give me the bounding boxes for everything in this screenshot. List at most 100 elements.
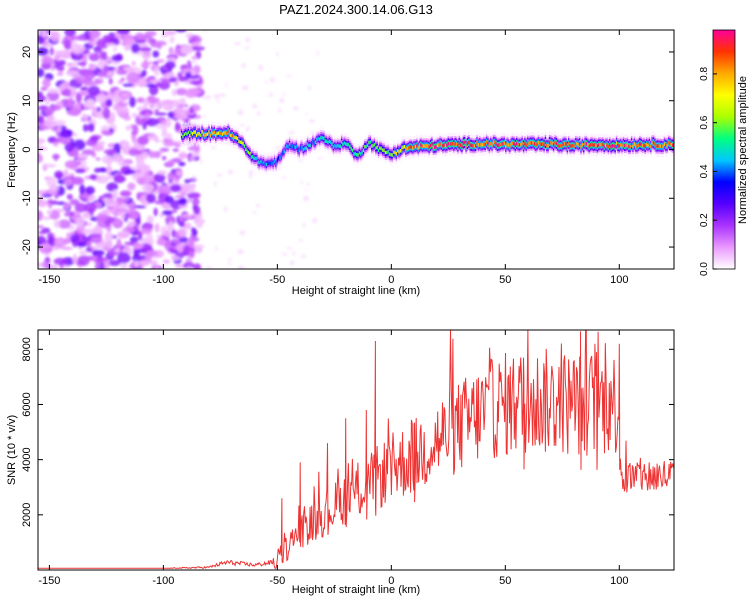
noise-speckle <box>132 242 144 250</box>
ridge-cell <box>587 143 589 147</box>
ridge-cell <box>183 132 186 137</box>
noise-speckle <box>155 81 162 87</box>
ridge-cell <box>513 142 515 146</box>
x-tick-label: 100 <box>610 274 628 286</box>
noise-speckle <box>42 78 51 89</box>
noise-speckle <box>55 201 67 205</box>
noise-speckle <box>211 145 216 150</box>
ridge-cell <box>221 132 224 136</box>
noise-speckle <box>288 130 295 135</box>
noise-speckle <box>133 205 147 209</box>
noise-speckle <box>70 176 85 186</box>
noise-speckle <box>185 71 192 77</box>
noise-speckle <box>175 251 187 257</box>
noise-speckle <box>167 111 175 119</box>
ridge-cell <box>509 144 511 149</box>
noise-speckle <box>156 170 167 175</box>
ridge-cell <box>392 150 395 154</box>
ridge-cell <box>417 146 420 150</box>
noise-speckle <box>129 236 139 243</box>
colorbar-ticks: 0.0 0.2 0.4 0.6 0.8 <box>699 67 717 276</box>
noise-speckle <box>276 51 279 57</box>
noise-speckle <box>216 173 222 177</box>
ridge-cell <box>297 148 299 152</box>
noise-speckle <box>119 190 131 197</box>
ridge-cell <box>522 144 525 148</box>
noise-speckle <box>161 103 170 109</box>
ridge-cell <box>208 130 210 134</box>
ridge-cell <box>468 140 470 145</box>
noise-speckle <box>139 259 150 267</box>
noise-speckle <box>87 123 95 132</box>
noise-speckle <box>161 156 167 161</box>
ridge-cell <box>388 152 391 156</box>
ridge-cell <box>591 142 593 147</box>
noise-speckle <box>96 38 109 49</box>
x-tick-label: 50 <box>499 274 511 286</box>
noise-speckle <box>69 234 80 243</box>
noise-speckle <box>136 77 148 88</box>
ridge-cell <box>644 144 647 149</box>
noise-speckle <box>38 115 45 125</box>
noise-speckle <box>126 220 136 228</box>
ridge-cell <box>507 143 510 147</box>
noise-speckle <box>96 141 106 146</box>
ridge-cell <box>667 141 670 145</box>
noise-speckle <box>178 220 185 228</box>
ridge-cell <box>476 140 478 145</box>
ridge-cell <box>336 143 339 148</box>
ridge-cell <box>299 145 302 150</box>
noise-speckle <box>63 168 69 177</box>
ridge-cell <box>204 133 206 138</box>
noise-speckle <box>56 123 62 133</box>
noise-speckle <box>268 92 274 98</box>
ridge-cell <box>655 144 658 148</box>
ridge-cell <box>328 139 331 144</box>
noise-speckle <box>112 104 122 111</box>
spectrogram-x-axis: -150 -100 -50 0 50 100 <box>38 30 628 286</box>
noise-speckle <box>162 259 170 264</box>
noise-speckle <box>122 83 134 87</box>
ridge-cell <box>529 141 532 145</box>
noise-speckle <box>99 50 105 61</box>
ridge-cell <box>412 146 414 150</box>
noise-speckle <box>101 129 112 136</box>
noise-speckle <box>123 169 136 175</box>
noise-speckle <box>165 215 176 226</box>
ridge-cell <box>215 133 217 138</box>
ridge-cell <box>444 144 447 148</box>
noise-speckle <box>145 118 159 127</box>
noise-speckle <box>64 142 75 152</box>
ridge-cell <box>455 142 458 146</box>
ridge-cell <box>320 135 323 140</box>
noise-speckle <box>53 237 67 248</box>
ridge-cell <box>656 144 659 148</box>
colorbar: 0.0 0.2 0.4 0.6 0.8 Normalized spectral ampl… <box>699 29 749 276</box>
ridge-cell <box>280 154 283 158</box>
noise-speckle <box>44 106 55 116</box>
noise-speckle <box>79 250 88 256</box>
ridge-cell <box>406 146 409 151</box>
ridge-cell <box>622 142 625 147</box>
noise-speckle <box>228 257 232 262</box>
noise-speckle <box>64 160 79 169</box>
noise-speckle <box>165 61 176 70</box>
noise-speckle <box>302 222 306 228</box>
noise-speckle <box>45 96 50 105</box>
ridge-cell <box>250 155 253 159</box>
noise-speckle <box>292 250 296 256</box>
noise-speckle <box>38 225 45 230</box>
noise-speckle <box>227 262 232 265</box>
ridge-cell <box>554 140 556 145</box>
ridge-cell <box>592 143 595 148</box>
noise-speckle <box>38 262 43 268</box>
noise-speckle <box>223 206 228 213</box>
noise-speckle <box>76 62 87 66</box>
ridge-cell <box>662 144 664 149</box>
ridge-cell <box>234 135 236 140</box>
noise-speckle <box>317 157 323 160</box>
colorbar-tick-label: 0.4 <box>699 164 710 178</box>
noise-speckle <box>63 178 73 186</box>
noise-speckle <box>154 67 160 77</box>
ridge-cell <box>550 140 552 145</box>
